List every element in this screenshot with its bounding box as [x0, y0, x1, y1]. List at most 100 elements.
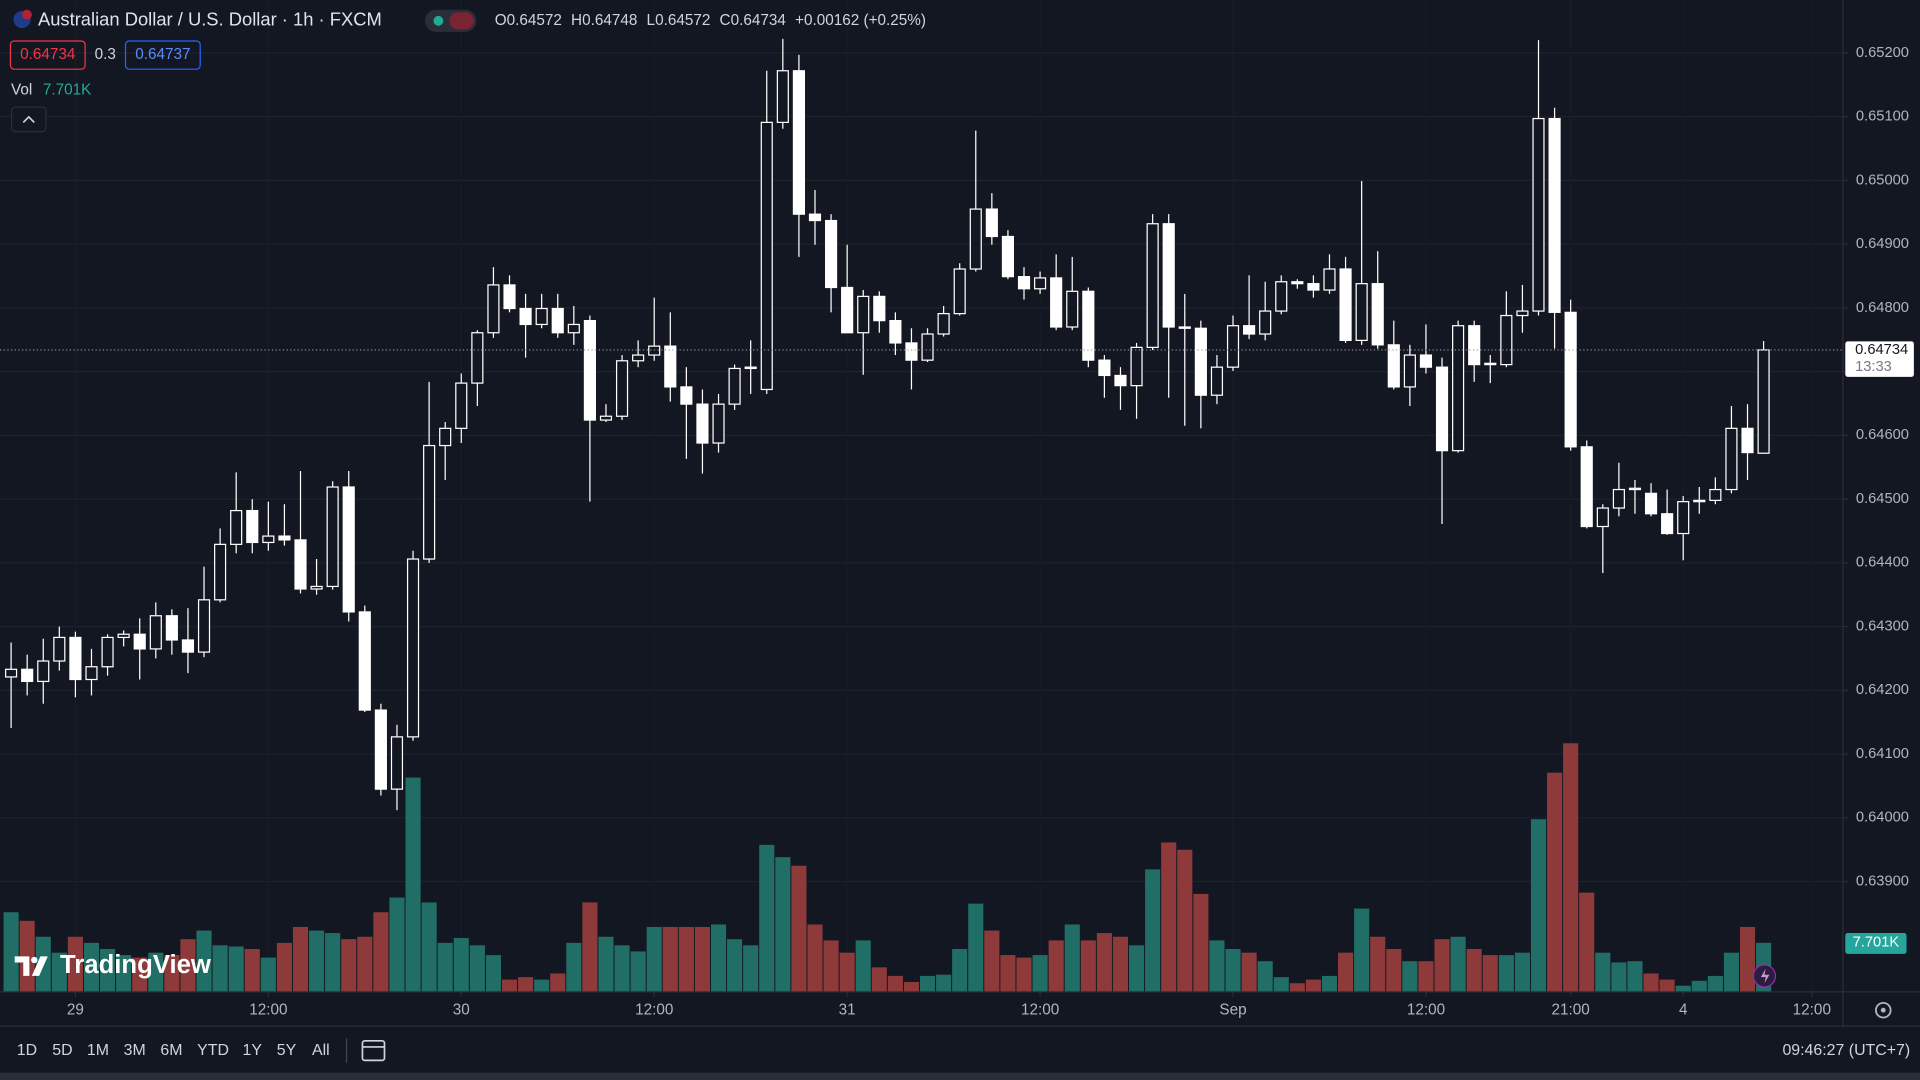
volume-bar [276, 942, 292, 992]
candle-body [712, 403, 725, 444]
y-tick-label: 0.64500 [1856, 491, 1909, 507]
candle-body [1612, 488, 1625, 509]
candle-body [1066, 290, 1079, 328]
volume-bar [919, 975, 936, 992]
candle-body [1114, 374, 1127, 387]
candle-body [262, 535, 275, 544]
candle-body [53, 636, 66, 662]
volume-bar [260, 957, 276, 992]
ohlc-value: 0.64572 [507, 12, 562, 29]
collapse-button[interactable] [11, 106, 47, 133]
volume-bar [678, 926, 694, 992]
candle-body [1452, 325, 1465, 452]
volume-bar [984, 930, 1000, 992]
ask-box[interactable] [124, 40, 201, 70]
candle-body [1050, 277, 1063, 328]
volume-bar [1064, 924, 1080, 992]
volume-bar [292, 926, 309, 992]
candle-body [1178, 326, 1191, 329]
x-tick-label: 12:00 [635, 1001, 673, 1018]
range-button[interactable]: All [312, 1042, 330, 1059]
volume-bar [1547, 772, 1563, 992]
bottom-strip [0, 1072, 1920, 1080]
volume-bar [421, 902, 437, 992]
candle-body [165, 615, 178, 641]
volume-bar [1032, 955, 1048, 992]
date-range-button[interactable] [361, 1039, 386, 1062]
settings-icon [1880, 1007, 1886, 1013]
collapse-icon [22, 115, 35, 124]
candle-body [503, 284, 516, 310]
volume-bar [727, 939, 743, 992]
candle-body [149, 615, 162, 650]
candle-body [69, 636, 82, 681]
volume-bar [1225, 948, 1241, 992]
y-tick-label: 0.64600 [1856, 427, 1909, 443]
range-button[interactable]: 3M [124, 1042, 146, 1059]
spread: 0.3 [95, 46, 116, 63]
range-button[interactable]: 5Y [277, 1042, 297, 1059]
candle-body [5, 668, 18, 678]
candle-body [1628, 487, 1642, 491]
volume-bar [1273, 977, 1289, 992]
bid-box[interactable] [9, 40, 86, 70]
volume-bar [807, 924, 823, 992]
settings-button[interactable] [1875, 1001, 1892, 1019]
candle-body [1339, 268, 1352, 341]
ohlc-label: O [495, 12, 507, 29]
candle-body [1725, 427, 1738, 491]
volume-bar [518, 977, 534, 992]
volume-bar [437, 942, 453, 992]
y-tick-label: 0.65200 [1856, 45, 1909, 61]
watermark: TradingView [14, 951, 212, 979]
volume-bar [710, 924, 727, 992]
volume-bar [1128, 945, 1145, 992]
range-button[interactable]: 1M [87, 1042, 109, 1059]
candle-body [583, 320, 596, 421]
candle-body [85, 666, 98, 681]
range-button[interactable]: 5D [52, 1042, 72, 1059]
candle-body [969, 208, 982, 270]
candle-body [808, 213, 822, 222]
volume-bar [180, 939, 196, 992]
candle-body [567, 323, 580, 334]
header: Australian Dollar / U.S. Dollar · 1h · F… [9, 9, 926, 133]
candle-body [390, 736, 404, 790]
volume-bar [132, 957, 148, 992]
volume-bar [325, 933, 341, 992]
volume-bar [1434, 939, 1450, 992]
volume-bar [1739, 926, 1756, 992]
candle-body [905, 342, 918, 361]
x-tick-label: 12:00 [1021, 1001, 1059, 1018]
candle-body [1468, 325, 1481, 366]
volume-bar [1579, 892, 1595, 992]
range-button[interactable]: 6M [160, 1042, 182, 1059]
volume-bar [148, 952, 164, 992]
candle-body [471, 332, 484, 384]
volume-bar [646, 926, 662, 992]
range-button[interactable]: 1Y [243, 1042, 263, 1059]
ohlc-label: H [571, 12, 582, 29]
volume-bar [952, 948, 968, 992]
range-button[interactable]: 1D [17, 1042, 37, 1059]
volume-bar [1691, 980, 1707, 992]
volume-bar [1514, 952, 1530, 992]
x-tick-label: 4 [1679, 1001, 1688, 1018]
y-tick-label: 0.64800 [1856, 300, 1909, 316]
candle-body [841, 286, 854, 334]
change-value: +0.00162 (+0.25%) [795, 12, 926, 29]
volume-bar [1354, 908, 1370, 992]
price-pane [0, 38, 1843, 992]
volume-bar [791, 865, 807, 992]
candle-body [744, 366, 757, 370]
volume-bar [887, 975, 903, 992]
volume-bar [453, 937, 469, 992]
volume-bar [1659, 979, 1675, 992]
candle-body [1532, 117, 1545, 312]
volume-bar [534, 979, 550, 992]
range-button[interactable]: YTD [197, 1042, 229, 1059]
volume-bar [871, 967, 887, 992]
candle-body [648, 345, 661, 356]
volume-bar [1193, 893, 1209, 992]
